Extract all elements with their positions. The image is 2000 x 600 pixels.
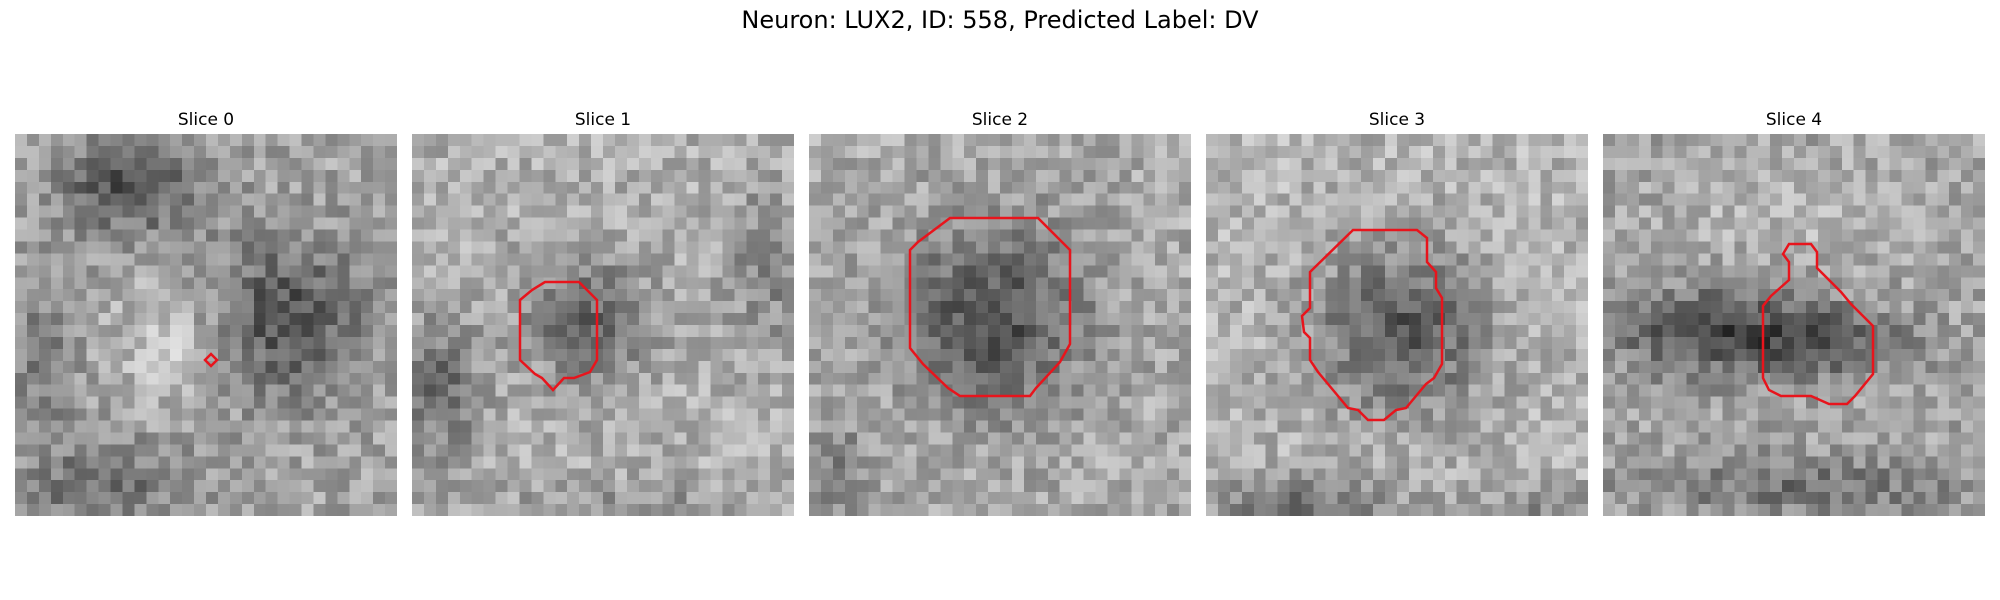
microscopy-image [1603, 134, 1985, 516]
slice-panel-4: Slice 4 [1603, 108, 1985, 516]
roi-contour [203, 352, 219, 368]
slice-panel-0: Slice 0 [15, 108, 397, 516]
slice-image-0 [15, 134, 397, 516]
microscopy-image [809, 134, 1191, 516]
microscopy-image [15, 134, 397, 516]
slice-title: Slice 2 [971, 110, 1029, 130]
slice-panel-2: Slice 2 [809, 108, 1191, 516]
slice-title: Slice 1 [574, 110, 632, 130]
roi-contour [908, 216, 1072, 398]
roi-contour [518, 280, 599, 392]
slice-panel-1: Slice 1 [412, 108, 794, 516]
figure-title: Neuron: LUX2, ID: 558, Predicted Label: … [741, 6, 1259, 34]
slice-title: Slice 4 [1765, 110, 1823, 130]
roi-contour [1761, 242, 1875, 406]
microscopy-image [1206, 134, 1588, 516]
slice-image-2 [809, 134, 1191, 516]
roi-contour [1300, 228, 1444, 422]
microscopy-image [412, 134, 794, 516]
slice-panel-3: Slice 3 [1206, 108, 1588, 516]
slice-image-4 [1603, 134, 1985, 516]
slice-image-3 [1206, 134, 1588, 516]
slice-title: Slice 0 [177, 110, 235, 130]
slice-title: Slice 3 [1368, 110, 1426, 130]
slice-image-1 [412, 134, 794, 516]
